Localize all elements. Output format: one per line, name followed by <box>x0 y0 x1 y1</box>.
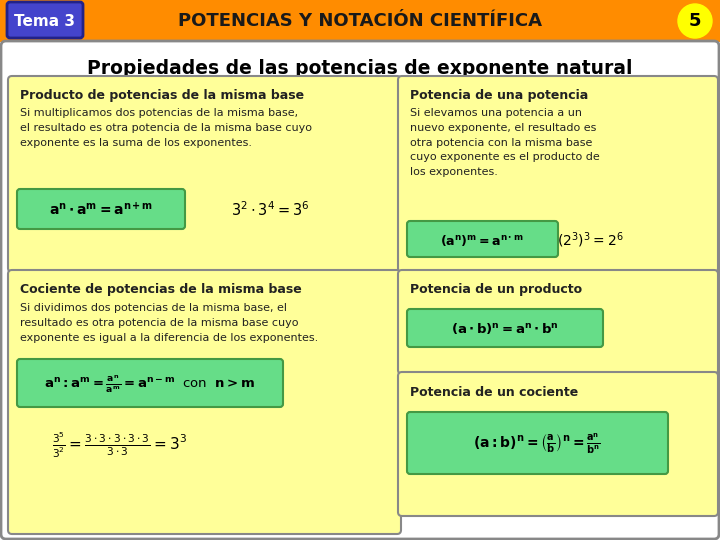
FancyBboxPatch shape <box>8 76 401 272</box>
Text: $\mathbf{(a^n)^m = a^{n \cdot m}}$: $\mathbf{(a^n)^m = a^{n \cdot m}}$ <box>441 233 523 247</box>
Circle shape <box>678 4 712 38</box>
FancyBboxPatch shape <box>407 412 668 474</box>
Text: $\mathbf{(a : b)^n = \left(\frac{a}{b}\right)^n = \frac{a^n}{b^n}}$: $\mathbf{(a : b)^n = \left(\frac{a}{b}\r… <box>473 432 600 456</box>
FancyBboxPatch shape <box>407 221 558 257</box>
Text: Potencia de una potencia: Potencia de una potencia <box>410 90 588 103</box>
Text: $\frac{3^5}{3^2} = \frac{3 \cdot 3 \cdot 3 \cdot 3 \cdot 3}{3 \cdot 3} = 3^3$: $\frac{3^5}{3^2} = \frac{3 \cdot 3 \cdot… <box>53 430 188 460</box>
Text: POTENCIAS Y NOTACIÓN CIENTÍFICA: POTENCIAS Y NOTACIÓN CIENTÍFICA <box>178 12 542 30</box>
Text: Potencia de un cociente: Potencia de un cociente <box>410 387 578 400</box>
FancyBboxPatch shape <box>407 309 603 347</box>
Text: Si elevamos una potencia a un
nuevo exponente, el resultado es
otra potencia con: Si elevamos una potencia a un nuevo expo… <box>410 108 600 177</box>
Text: $\mathbf{a^n \cdot a^m = a^{n+m}}$: $\mathbf{a^n \cdot a^m = a^{n+m}}$ <box>49 201 153 219</box>
Text: $\mathbf{(a \cdot b)^n = a^n \cdot b^n}$: $\mathbf{(a \cdot b)^n = a^n \cdot b^n}$ <box>451 321 559 336</box>
FancyBboxPatch shape <box>1 41 719 539</box>
FancyBboxPatch shape <box>8 270 401 534</box>
Text: $\left(2^3\right)^3 = 2^6$: $\left(2^3\right)^3 = 2^6$ <box>557 230 624 250</box>
FancyBboxPatch shape <box>0 0 720 42</box>
Text: Tema 3: Tema 3 <box>14 14 76 29</box>
Text: Propiedades de las potencias de exponente natural: Propiedades de las potencias de exponent… <box>87 58 633 78</box>
Text: Si dividimos dos potencias de la misma base, el
resultado es otra potencia de la: Si dividimos dos potencias de la misma b… <box>20 303 318 342</box>
Text: Producto de potencias de la misma base: Producto de potencias de la misma base <box>20 90 304 103</box>
FancyBboxPatch shape <box>398 372 718 516</box>
Text: $\mathbf{a^n : a^m = \frac{a^n}{a^m} = a^{n-m}}$  con  $\mathbf{n > m}$: $\mathbf{a^n : a^m = \frac{a^n}{a^m} = a… <box>45 373 256 395</box>
Text: Potencia de un producto: Potencia de un producto <box>410 284 582 296</box>
FancyBboxPatch shape <box>398 76 718 272</box>
FancyBboxPatch shape <box>398 270 718 374</box>
Text: 5: 5 <box>689 12 701 30</box>
Text: $3^2 \cdot 3^4 = 3^6$: $3^2 \cdot 3^4 = 3^6$ <box>230 201 310 219</box>
FancyBboxPatch shape <box>17 359 283 407</box>
FancyBboxPatch shape <box>17 189 185 229</box>
FancyBboxPatch shape <box>7 2 83 38</box>
Text: Cociente de potencias de la misma base: Cociente de potencias de la misma base <box>20 284 302 296</box>
Text: Si multiplicamos dos potencias de la misma base,
el resultado es otra potencia d: Si multiplicamos dos potencias de la mis… <box>20 108 312 147</box>
